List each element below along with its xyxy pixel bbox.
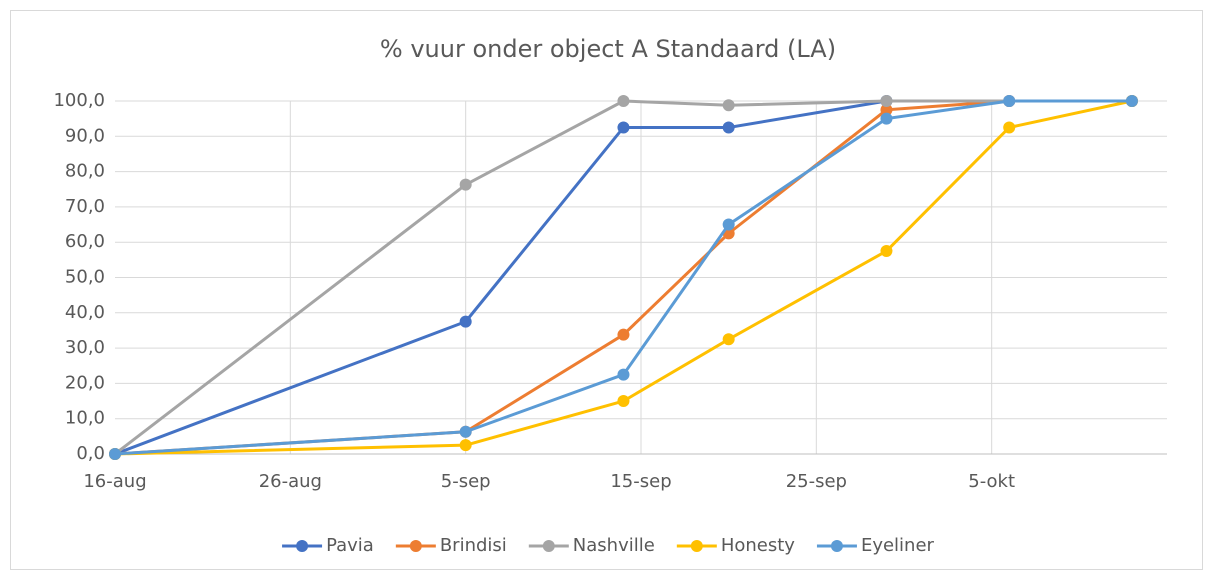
x-tick-label: 15-sep [610,471,671,492]
data-point [880,103,893,116]
data-point [617,121,630,134]
data-point [459,425,472,438]
x-tick-label: 5-sep [441,471,491,492]
legend-item: Nashville [528,535,655,556]
data-point [459,315,472,328]
data-point [1003,95,1016,107]
data-point [880,112,893,125]
data-point [617,368,630,381]
y-tick-label: 60,0 [65,231,105,252]
y-tick-label: 10,0 [65,408,105,429]
y-tick-label: 40,0 [65,302,105,323]
y-tick-label: 30,0 [65,337,105,358]
y-tick-label: 50,0 [65,267,105,288]
data-point [722,218,735,231]
legend-label: Eyeliner [861,535,935,556]
chart-title: % vuur onder object A Standaard (LA) [380,35,836,63]
legend-item: Eyeliner [816,535,935,556]
data-point [880,245,893,258]
data-point [617,395,630,408]
chart-border [10,10,1203,570]
y-tick-label: 0,0 [76,443,105,464]
data-point [722,333,735,346]
legend-marker [296,540,309,552]
legend-label: Brindisi [440,535,507,556]
x-tick-label: 5-okt [968,471,1015,492]
data-point [722,99,735,112]
legend-marker [830,540,843,552]
data-point [459,178,472,191]
data-point [880,95,893,107]
legend-marker [409,540,422,552]
data-point [617,328,630,341]
legend: Pavia Brindisi Nashville Honesty Eyeliner [282,535,935,556]
legend-item: Pavia [282,535,374,556]
legend-item: Honesty [676,535,795,556]
y-tick-label: 80,0 [65,161,105,182]
x-tick-label: 25-sep [786,471,847,492]
data-point [1125,95,1138,107]
legend-marker [690,540,703,552]
legend-label: Honesty [721,535,795,556]
y-tick-label: 90,0 [65,125,105,146]
data-point [109,448,121,460]
legend-item: Brindisi [395,535,507,556]
y-tick-label: 100,0 [53,90,105,111]
y-tick-label: 70,0 [65,196,105,217]
legend-label: Pavia [326,535,374,556]
legend-marker [542,540,555,552]
legend-label: Nashville [573,535,655,556]
y-tick-label: 20,0 [65,372,105,393]
data-point [1003,121,1016,134]
data-point [617,95,630,107]
x-tick-label: 16-aug [83,471,146,492]
data-point [459,439,472,452]
x-tick-label: 26-aug [259,471,322,492]
data-point [722,121,735,134]
